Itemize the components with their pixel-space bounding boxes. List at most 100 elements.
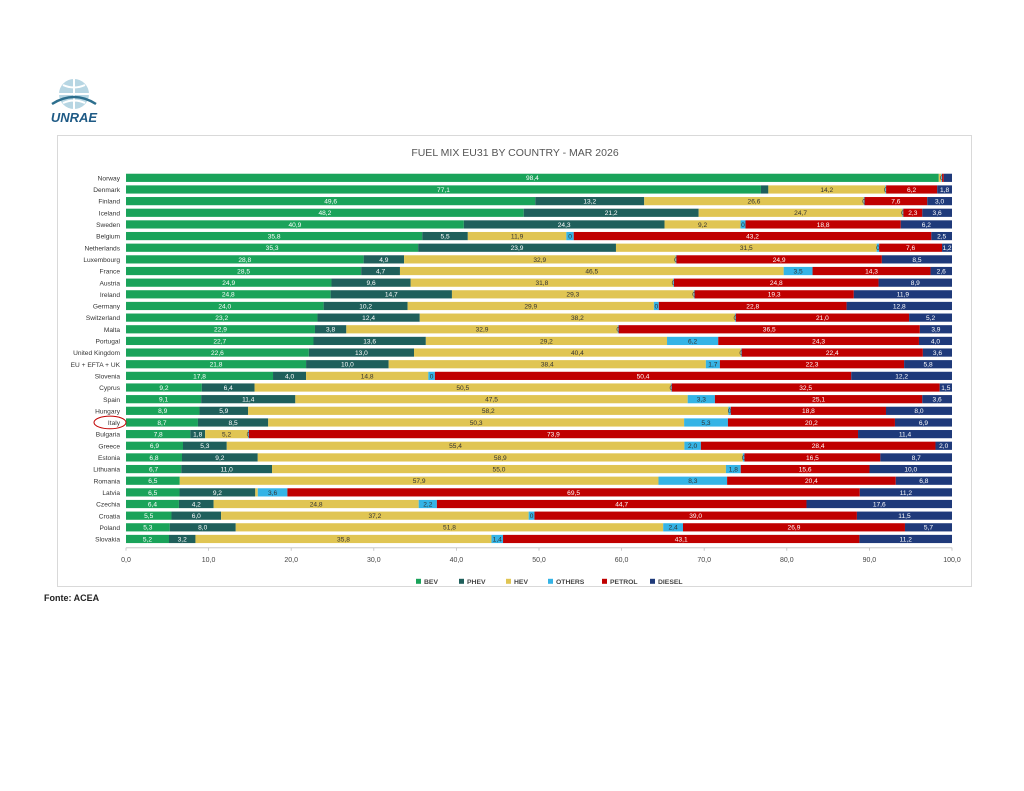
bar-hev-united-kingdom: [414, 348, 741, 357]
data-label-diesel-greece: 2,0: [939, 443, 948, 450]
bar-petrol-bulgaria: [248, 430, 859, 439]
bar-petrol-iceland: [903, 208, 923, 217]
bar-phev-france: [361, 266, 400, 276]
bar-hev-czechia: [213, 499, 419, 509]
bar-hev-bulgaria: [205, 430, 249, 439]
data-label-phev-ireland: 14,7: [385, 292, 398, 299]
data-label-petrol-eu-efta-uk: 22,3: [806, 362, 819, 369]
bar-others-croatia: [528, 511, 535, 520]
bar-diesel-switzerland: [909, 313, 952, 322]
data-label-others-greece: 2,0: [688, 443, 697, 450]
data-label-petrol-hungary: 18,8: [802, 408, 815, 415]
bar-hev-lithuania: [272, 464, 726, 474]
logo-text: UNRAE: [51, 110, 98, 124]
bar-hev-eu-efta-uk: [388, 360, 706, 369]
data-label-others-hungary: 0: [728, 408, 732, 415]
bar-hev-latvia: [255, 488, 258, 497]
data-label-hev-slovakia: 35,8: [337, 536, 350, 543]
category-label-ireland: Ireland: [100, 292, 120, 299]
data-label-others-estonia: 0: [742, 455, 746, 462]
bar-phev-ireland: [330, 290, 452, 299]
data-label-others-united-kingdom: 0: [739, 350, 743, 357]
data-label-hev-finland: 26,6: [748, 199, 761, 206]
category-label-austria: Austria: [99, 280, 120, 287]
x-tick-label: 70,0: [697, 557, 711, 564]
bar-bev-malta: [126, 325, 315, 334]
data-label-diesel-eu-efta-uk: 5,8: [923, 362, 932, 369]
bar-diesel-czechia: [806, 499, 952, 509]
data-label-phev-slovakia: 3,2: [178, 536, 187, 543]
data-label-petrol-finland: 7,6: [891, 199, 900, 206]
data-label-others-luxembourg: 0: [674, 257, 678, 264]
bar-petrol-netherlands: [879, 243, 943, 252]
data-label-others-latvia: 3,6: [268, 490, 277, 497]
bar-phev-malta: [314, 325, 347, 334]
bar-petrol-cyprus: [671, 383, 940, 392]
data-label-others-denmark: 0: [884, 187, 888, 194]
data-label-hev-ireland: 29,3: [566, 292, 579, 299]
bar-hev-ireland: [451, 290, 694, 299]
data-label-bev-latvia: 6,5: [148, 490, 157, 497]
bar-bev-romania: [126, 476, 180, 485]
bar-phev-denmark: [760, 185, 769, 194]
bar-others-estonia: [742, 453, 745, 462]
data-label-bev-norway: 98,4: [526, 175, 539, 182]
bar-petrol-luxembourg: [676, 255, 882, 264]
data-label-bev-belgium: 35,8: [268, 233, 281, 240]
bar-bev-belgium: [126, 231, 423, 241]
bar-diesel-slovenia: [851, 371, 952, 380]
data-label-petrol-austria: 24,8: [770, 280, 783, 287]
data-label-diesel-malta: 3,9: [931, 327, 940, 334]
bar-phev-belgium: [422, 231, 468, 241]
bar-others-latvia: [257, 488, 288, 497]
bar-others-poland: [663, 523, 683, 532]
bar-diesel-belgium: [931, 231, 952, 241]
data-label-phev-iceland: 21,2: [605, 210, 618, 217]
data-label-phev-greece: 5,3: [200, 443, 209, 450]
bar-diesel-bulgaria: [858, 430, 952, 439]
bar-hev-slovakia: [195, 534, 492, 544]
data-label-phev-austria: 9,6: [366, 280, 375, 287]
data-label-others-romania: 8,3: [688, 478, 697, 485]
bar-bev-latvia: [126, 488, 180, 497]
category-label-poland: Poland: [99, 525, 120, 532]
data-label-bev-france: 28,5: [237, 268, 250, 275]
x-tick-label: 60,0: [615, 557, 629, 564]
data-label-phev-hungary: 5,9: [219, 408, 228, 415]
bar-others-luxembourg: [675, 255, 677, 264]
bar-hev-estonia: [257, 453, 743, 462]
data-label-diesel-italy: 6,9: [919, 420, 928, 427]
bar-hev-poland: [235, 523, 664, 532]
category-label-iceland: Iceland: [99, 210, 121, 217]
data-label-others-poland: 2,4: [669, 525, 678, 532]
data-label-phev-netherlands: 23,9: [511, 245, 524, 252]
bar-diesel-sweden: [900, 220, 952, 229]
data-label-others-netherlands: 0: [876, 245, 880, 252]
data-label-bev-cyprus: 9,2: [159, 385, 168, 392]
bar-phev-latvia: [179, 488, 256, 497]
bar-others-denmark: [885, 185, 887, 194]
data-label-diesel-slovakia: 11,2: [900, 536, 913, 543]
bar-others-malta: [617, 325, 619, 334]
bar-hev-croatia: [221, 511, 529, 520]
category-label-latvia: Latvia: [102, 490, 120, 497]
data-label-others-portugal: 6,2: [688, 338, 697, 345]
bar-hev-norway: [938, 173, 942, 182]
x-axis: 0,0 10,0 20,0 30,0 40,0 50,0 60,0 70,0 80,0 90,0 1…: [121, 547, 961, 564]
data-label-others-eu-efta-uk: 1,7: [708, 362, 717, 369]
data-label-phev-eu-efta-uk: 10,0: [341, 362, 354, 369]
bar-phev-hungary: [199, 406, 249, 415]
data-label-diesel-united-kingdom: 3,6: [933, 350, 942, 357]
data-label-bev-lithuania: 6,7: [149, 466, 158, 473]
bar-phev-switzerland: [317, 313, 420, 322]
bar-hev-italy: [268, 418, 685, 427]
data-label-bev-denmark: 77,1: [437, 187, 450, 194]
bar-others-ireland: [693, 290, 695, 299]
data-label-diesel-finland: 3,0: [935, 199, 944, 206]
category-label-united-kingdom: United Kingdom: [73, 350, 120, 357]
bar-phev-estonia: [182, 453, 258, 462]
bar-hev-switzerland: [419, 313, 735, 322]
data-label-bev-austria: 24,9: [222, 280, 235, 287]
bar-diesel-austria: [878, 278, 952, 287]
data-label-bev-bulgaria: 7,8: [154, 432, 163, 439]
